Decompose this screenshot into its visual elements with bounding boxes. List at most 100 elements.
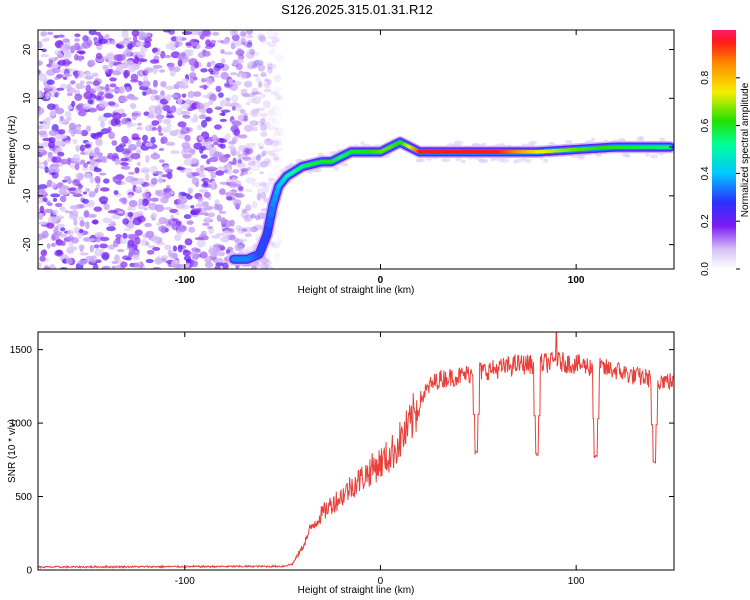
noise-blob [263,88,272,93]
noise-blob [210,171,217,179]
noise-blob [70,80,76,85]
noise-blob [251,142,256,150]
noise-blob [100,200,107,205]
noise-blob [183,214,192,220]
noise-blob [154,51,162,56]
noise-blob [240,91,248,96]
noise-blob [85,125,92,132]
noise-blob [95,139,103,147]
spectrogram-noise [38,30,670,269]
noise-blob [160,196,169,204]
noise-blob [145,32,152,38]
colorbar-tick-label: 0.8 [700,70,711,84]
noise-blob [241,228,248,232]
noise-blob [246,30,253,35]
noise-blob [42,197,48,203]
noise-blob [214,106,223,110]
noise-blob [244,226,253,233]
noise-blob [272,147,282,152]
noise-blob [186,220,194,226]
noise-blob [266,61,274,65]
ridge-halo [460,159,466,164]
noise-blob [50,242,56,247]
noise-blob [273,32,279,37]
noise-blob [52,197,58,202]
noise-blob [252,261,261,269]
noise-blob [235,40,242,47]
noise-blob [128,171,135,175]
noise-blob [134,229,143,236]
noise-blob [131,30,140,37]
ridge-halo [440,158,451,162]
noise-blob [234,193,245,198]
noise-blob [82,191,87,195]
noise-blob [247,160,256,167]
noise-blob [266,160,273,167]
ridge-halo [618,137,626,142]
noise-blob [240,168,249,172]
noise-blob [269,149,278,156]
noise-blob [78,173,84,181]
noise-blob [122,232,128,239]
noise-blob [40,54,50,58]
noise-blob [202,222,210,226]
noise-blob [251,60,261,68]
noise-blob [103,178,110,184]
noise-blob [227,167,233,176]
noise-blob [144,142,153,147]
noise-blob [274,111,283,117]
ridge-halo [625,153,631,158]
noise-blob [267,178,273,184]
noise-blob [173,83,180,90]
noise-blob [59,195,67,203]
noise-blob [279,42,287,47]
noise-blob [246,34,254,39]
noise-blob [267,117,277,121]
noise-blob [177,98,183,105]
noise-blob [243,112,248,120]
noise-blob [142,198,149,207]
noise-blob [72,193,83,198]
noise-blob [257,142,265,148]
noise-blob [68,122,77,131]
noise-blob [102,217,112,224]
noise-blob [38,73,48,82]
noise-blob [80,129,89,137]
noise-blob [182,114,191,119]
noise-blob [213,151,223,159]
noise-blob [191,247,200,252]
noise-blob [148,111,154,115]
noise-blob [266,63,277,70]
noise-blob [190,157,198,164]
noise-blob [111,70,121,76]
noise-blob [232,169,240,174]
noise-blob [177,197,188,205]
noise-blob [162,188,173,193]
spectrogram-xlabel: Height of straight line (km) [298,285,415,296]
noise-blob [175,35,182,43]
noise-blob [60,158,70,165]
noise-blob [104,92,112,99]
noise-blob [229,30,238,36]
noise-blob [177,244,183,253]
noise-blob [161,174,171,178]
noise-blob [58,188,67,196]
noise-blob [149,59,160,64]
noise-blob [82,198,89,204]
noise-blob [252,112,258,118]
noise-blob [204,261,214,268]
noise-blob [113,109,119,113]
noise-blob [186,195,193,200]
noise-blob [147,113,155,119]
noise-blob [206,107,213,114]
noise-blob [144,173,150,182]
noise-blob [132,262,140,268]
noise-blob [64,210,70,214]
noise-blob [150,95,156,102]
noise-blob [99,243,108,249]
noise-blob [244,188,253,193]
noise-blob [88,238,96,242]
noise-blob [131,133,140,140]
noise-blob [45,92,50,100]
